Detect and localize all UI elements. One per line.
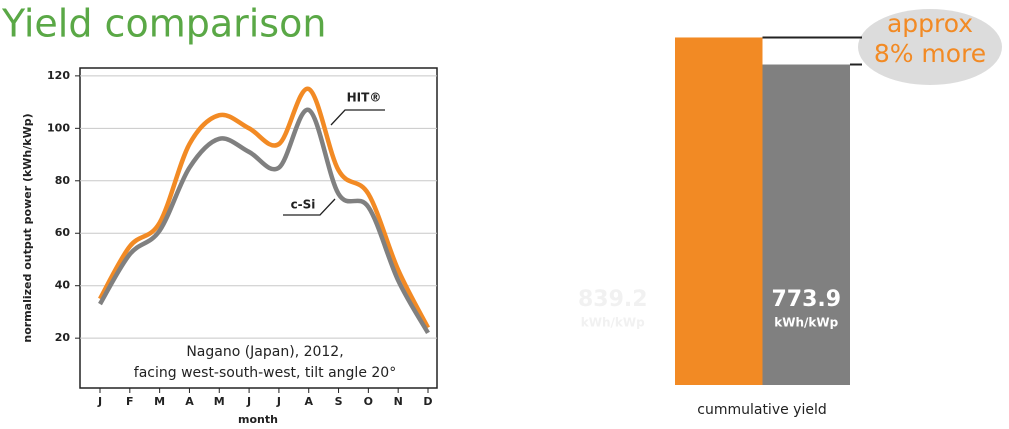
- x-axis-label: month: [238, 413, 278, 426]
- value-label: 839.2: [578, 287, 648, 312]
- x-tick-label: J: [246, 395, 251, 408]
- x-tick-label: J: [276, 395, 281, 408]
- y-tick-label: 100: [47, 121, 70, 134]
- y-tick-label: 40: [55, 279, 71, 292]
- page-title: Yield comparison: [1, 2, 326, 46]
- unit-label: kWh/kWp: [774, 316, 838, 330]
- x-tick-label: S: [335, 395, 343, 408]
- annotation: facing west-south-west, tilt angle 20°: [134, 365, 396, 381]
- y-tick-label: 60: [55, 226, 71, 239]
- series-line: [98, 86, 430, 329]
- value-label: 773.9: [771, 287, 841, 312]
- y-tick-label: 20: [55, 331, 71, 344]
- callout-bubble: [858, 9, 1002, 85]
- x-tick-label: M: [154, 395, 165, 408]
- callout-text: approx: [887, 9, 973, 38]
- plot-frame: [79, 67, 438, 389]
- x-tick-label: A: [185, 395, 194, 408]
- callout-text: 8% more: [874, 39, 986, 68]
- y-tick-label: 120: [47, 69, 70, 82]
- x-tick-label: N: [394, 395, 403, 408]
- x-tick-label: A: [304, 395, 313, 408]
- x-tick-label: O: [364, 395, 373, 408]
- pointer: [330, 109, 385, 126]
- series-label: HIT®: [347, 91, 382, 105]
- x-tick-label: D: [423, 395, 432, 408]
- y-axis-label: normalized output power (kWh/kWp): [21, 113, 34, 342]
- pointer: [283, 198, 336, 216]
- x-tick-label: M: [214, 395, 225, 408]
- series-line: [98, 107, 430, 335]
- annotation: Nagano (Japan), 2012,: [186, 344, 343, 360]
- series-label: c-Si: [291, 198, 316, 212]
- bar: [762, 64, 850, 386]
- unit-label: kWh/kWp: [581, 316, 645, 330]
- bar: [675, 37, 763, 385]
- x-tick-label: F: [126, 395, 134, 408]
- x-axis-label: cummulative yield: [697, 402, 826, 418]
- y-tick-label: 80: [55, 174, 71, 187]
- x-tick-label: J: [97, 395, 102, 408]
